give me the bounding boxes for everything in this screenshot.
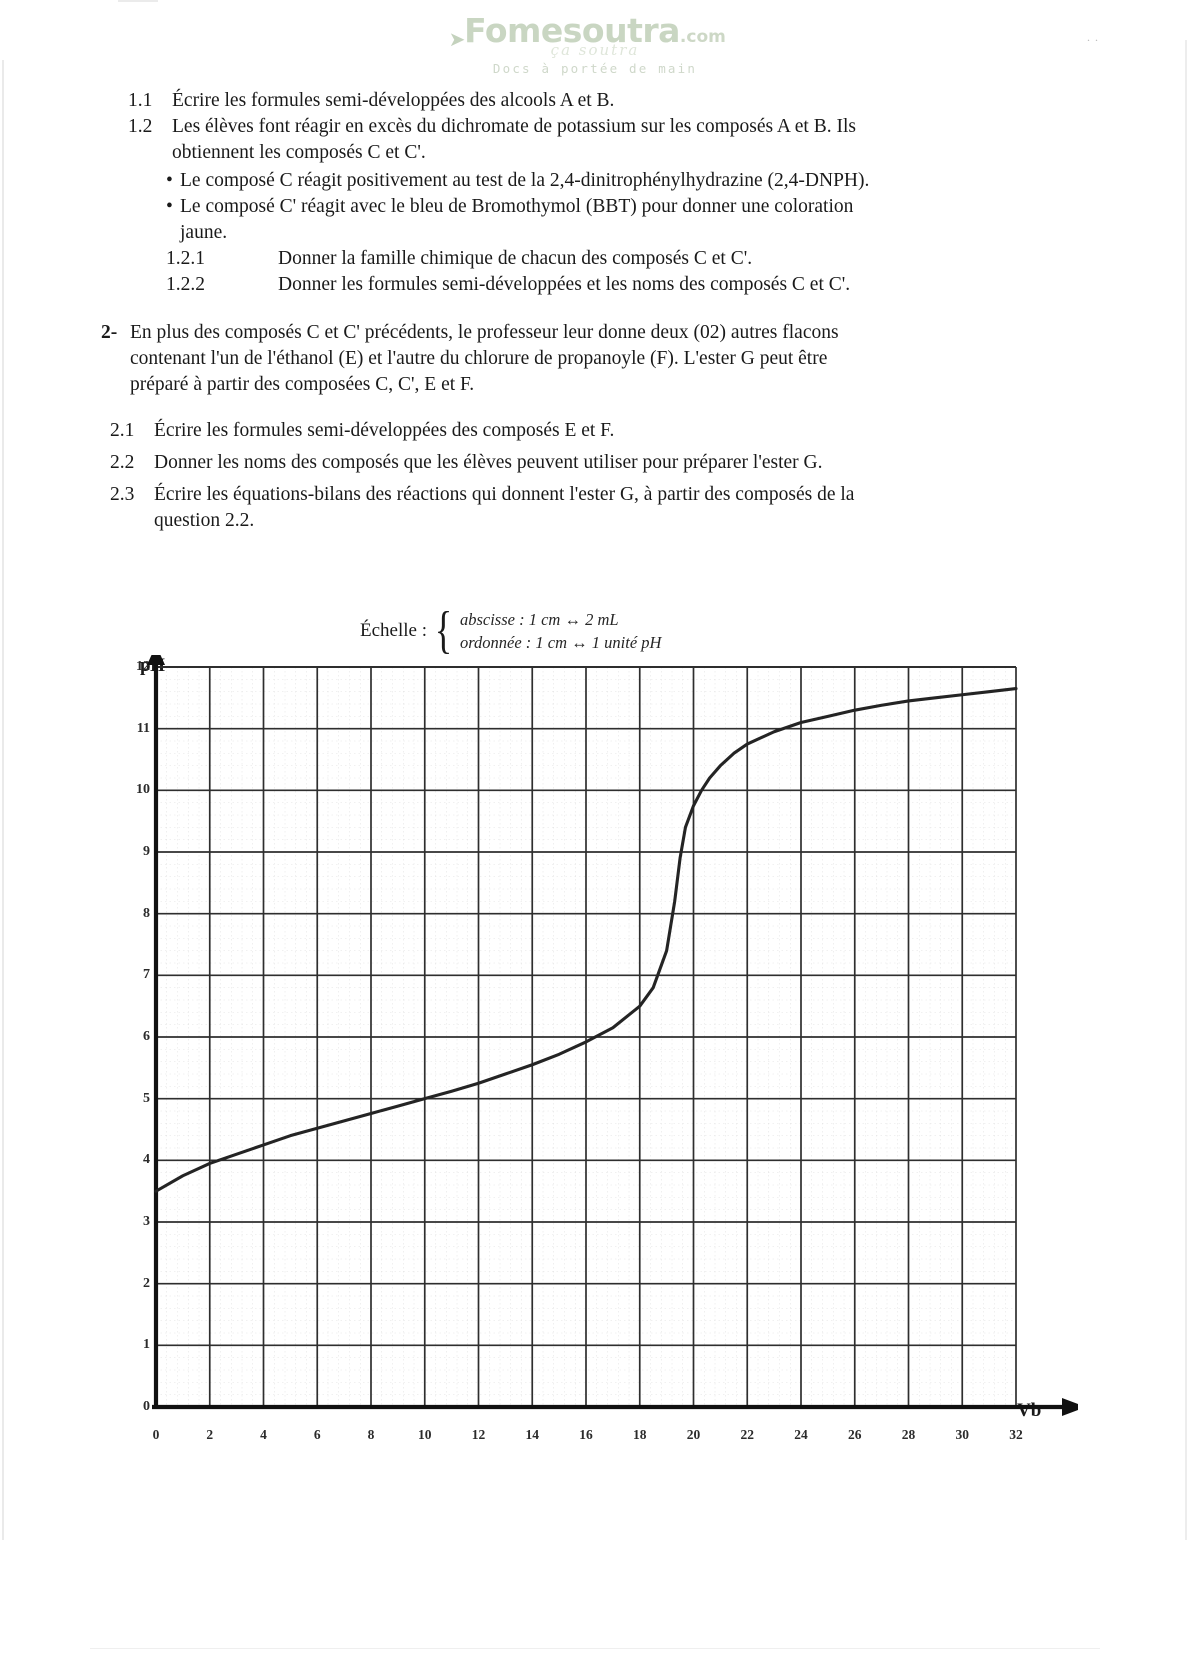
y-axis-ticks: 0 1 2 3 4 5 6 7 8 9 10 11 12	[118, 655, 150, 1415]
question-2-3-number: 2.3	[110, 484, 135, 505]
bullet-icon: •	[166, 196, 173, 217]
y-tick-label: 6	[143, 1029, 150, 1044]
watermark-tagline: Docs à portée de main	[492, 61, 698, 76]
bullet-item-2-text-line1: Le composé C' réagit avec le bleu de Bro…	[180, 196, 854, 217]
question-1-1-number: 1.1	[128, 90, 153, 111]
question-1-2-text-line2: obtiennent les composés C et C'.	[172, 142, 426, 163]
x-tick-label: 24	[794, 1427, 808, 1442]
watermark-brand: Fomesoutra.com	[430, 14, 760, 47]
question-1-2-line2: obtiennent les composés C et C'.	[172, 140, 426, 166]
question-2-1: 2.1 Écrire les formules semi-développées …	[110, 418, 614, 444]
plot-area	[147, 655, 1078, 1416]
question-2-text-line1: En plus des composés C et C' précédents,…	[130, 322, 839, 343]
x-tick-label: 20	[686, 1427, 701, 1442]
question-1-2-text-line1: Les élèves font réagir en excès du dichr…	[172, 116, 856, 137]
x-axis-ticks: 0 2 4 6 8 10 12 14 16 18 20 22 24 26 28 30 32	[152, 1427, 1023, 1451]
bullet-item-2-line1: • Le composé C' réagit avec le bleu de Br…	[166, 194, 853, 220]
y-tick-label: 10	[136, 782, 150, 798]
y-tick-label: 4	[143, 1152, 150, 1168]
titration-curve-chart: pH Vb 0 1 2 3 4 5 6 7 8 9 10 11 12 0 2 4 6 8 10 12 14 16 18 20…	[118, 655, 1078, 1465]
x-tick-label: 30	[955, 1427, 970, 1442]
question-1-2-2: 1.2.2 Donner les formules semi-développée…	[166, 272, 850, 298]
question-2-text-line2: contenant l'un de l'éthanol (E) et l'aut…	[130, 348, 828, 369]
question-1-2-2-text: Donner les formules semi-développées et …	[278, 274, 851, 295]
y-tick-label: 11	[136, 720, 150, 736]
x-tick-label: 12	[471, 1427, 486, 1442]
question-2-3-text-line2: question 2.2.	[154, 510, 255, 531]
bullet-item-1-text: Le composé C réagit positivement au test…	[180, 170, 870, 191]
question-2-text-line3: préparé à partir des composées C, C', E …	[130, 374, 475, 395]
major-grid	[155, 666, 1017, 1407]
x-tick-label: 18	[633, 1427, 647, 1442]
y-tick-label: 2	[143, 1275, 150, 1291]
y-tick-label: 9	[143, 844, 150, 859]
scale-caption-label: Échelle :	[360, 620, 427, 641]
y-tick-label: 1	[143, 1337, 150, 1353]
scale-ordonnee: ordonnée : 1 cm ↔ 1 unité pH	[459, 633, 662, 652]
scan-speckle: ..	[1087, 30, 1103, 44]
bullet-item-2-text-line2: jaune.	[180, 222, 228, 243]
watermark: ➤ Fomesoutra.com ça soutra Docs à portée…	[430, 14, 760, 76]
runner-icon: ➤	[448, 29, 466, 51]
y-tick-label: 0	[143, 1399, 150, 1414]
scan-artifact-left	[2, 60, 4, 1540]
question-2-1-number: 2.1	[110, 420, 135, 441]
scale-caption: Échelle : { abscisse : 1 cm ↔ 2 mL ordon…	[360, 602, 662, 659]
question-2-1-text: Écrire les formules semi-développées des…	[154, 420, 615, 441]
question-2-number: 2-	[101, 322, 118, 343]
question-1-1: 1.1 Écrire les formules semi-développées …	[128, 88, 614, 114]
y-tick-label: 3	[143, 1214, 150, 1229]
y-tick-label: 8	[143, 905, 150, 921]
bullet-icon: •	[166, 170, 173, 191]
question-1-2-2-number: 1.2.2	[166, 274, 205, 295]
x-tick-label: 0	[152, 1427, 160, 1442]
x-tick-label: 22	[740, 1427, 755, 1442]
titration-curve	[154, 687, 1018, 1193]
y-tick-label: 5	[143, 1090, 150, 1106]
x-tick-label: 6	[313, 1427, 321, 1442]
scale-abscisse: abscisse : 1 cm ↔ 2 mL	[459, 610, 619, 629]
x-tick-label: 2	[206, 1427, 214, 1442]
question-2-line1: 2- En plus des composés C et C' précédent…	[101, 320, 839, 346]
bullet-item-2-line2: jaune.	[180, 220, 227, 246]
question-1-2-number: 1.2	[128, 116, 153, 137]
arrow-right-icon	[1062, 1398, 1078, 1416]
question-1-2-line1: 1.2 Les élèves font réagir en excès du di…	[128, 114, 856, 140]
x-tick-label: 8	[367, 1427, 375, 1442]
question-2-2: 2.2 Donner les noms des composés que les …	[110, 450, 822, 476]
question-1-2-1-number: 1.2.1	[166, 248, 205, 269]
x-tick-label: 14	[525, 1427, 540, 1442]
question-2-3-line2: question 2.2.	[154, 508, 254, 534]
question-1-2-1-text: Donner la famille chimique de chacun des…	[278, 248, 753, 269]
arrow-up-icon	[147, 655, 165, 665]
scan-artifact-top	[118, 0, 158, 2]
scan-artifact-bottom	[90, 1648, 1100, 1649]
x-tick-label: 4	[260, 1427, 267, 1442]
watermark-script: ça soutra	[550, 41, 640, 59]
x-tick-label: 32	[1009, 1427, 1023, 1442]
question-2-2-number: 2.2	[110, 452, 135, 473]
bullet-item-1: • Le composé C réagit positivement au tes…	[166, 168, 869, 194]
x-tick-label: 28	[901, 1427, 916, 1442]
question-2-line3: préparé à partir des composées C, C', E …	[130, 372, 474, 398]
x-tick-label: 26	[848, 1427, 862, 1442]
y-tick-label: 7	[143, 967, 150, 983]
question-1-1-text: Écrire les formules semi-développées des…	[172, 90, 615, 111]
x-tick-label: 16	[579, 1427, 593, 1442]
question-2-3-line1: 2.3 Écrire les équations-bilans des réact…	[110, 482, 854, 508]
y-tick-label: 12	[136, 659, 150, 674]
question-2-line2: contenant l'un de l'éthanol (E) et l'aut…	[130, 346, 827, 372]
question-1-2-1: 1.2.1 Donner la famille chimique de chacu…	[166, 246, 752, 272]
watermark-domain: .com	[679, 27, 726, 47]
question-2-2-text: Donner les noms des composés que les élè…	[154, 452, 823, 473]
watermark-brand-text: Fomesoutra	[464, 11, 680, 50]
brace-icon: {	[434, 602, 453, 659]
x-tick-label: 10	[418, 1427, 432, 1442]
question-2-3-text-line1: Écrire les équations-bilans des réaction…	[154, 484, 855, 505]
scan-artifact-right	[1185, 40, 1187, 1540]
